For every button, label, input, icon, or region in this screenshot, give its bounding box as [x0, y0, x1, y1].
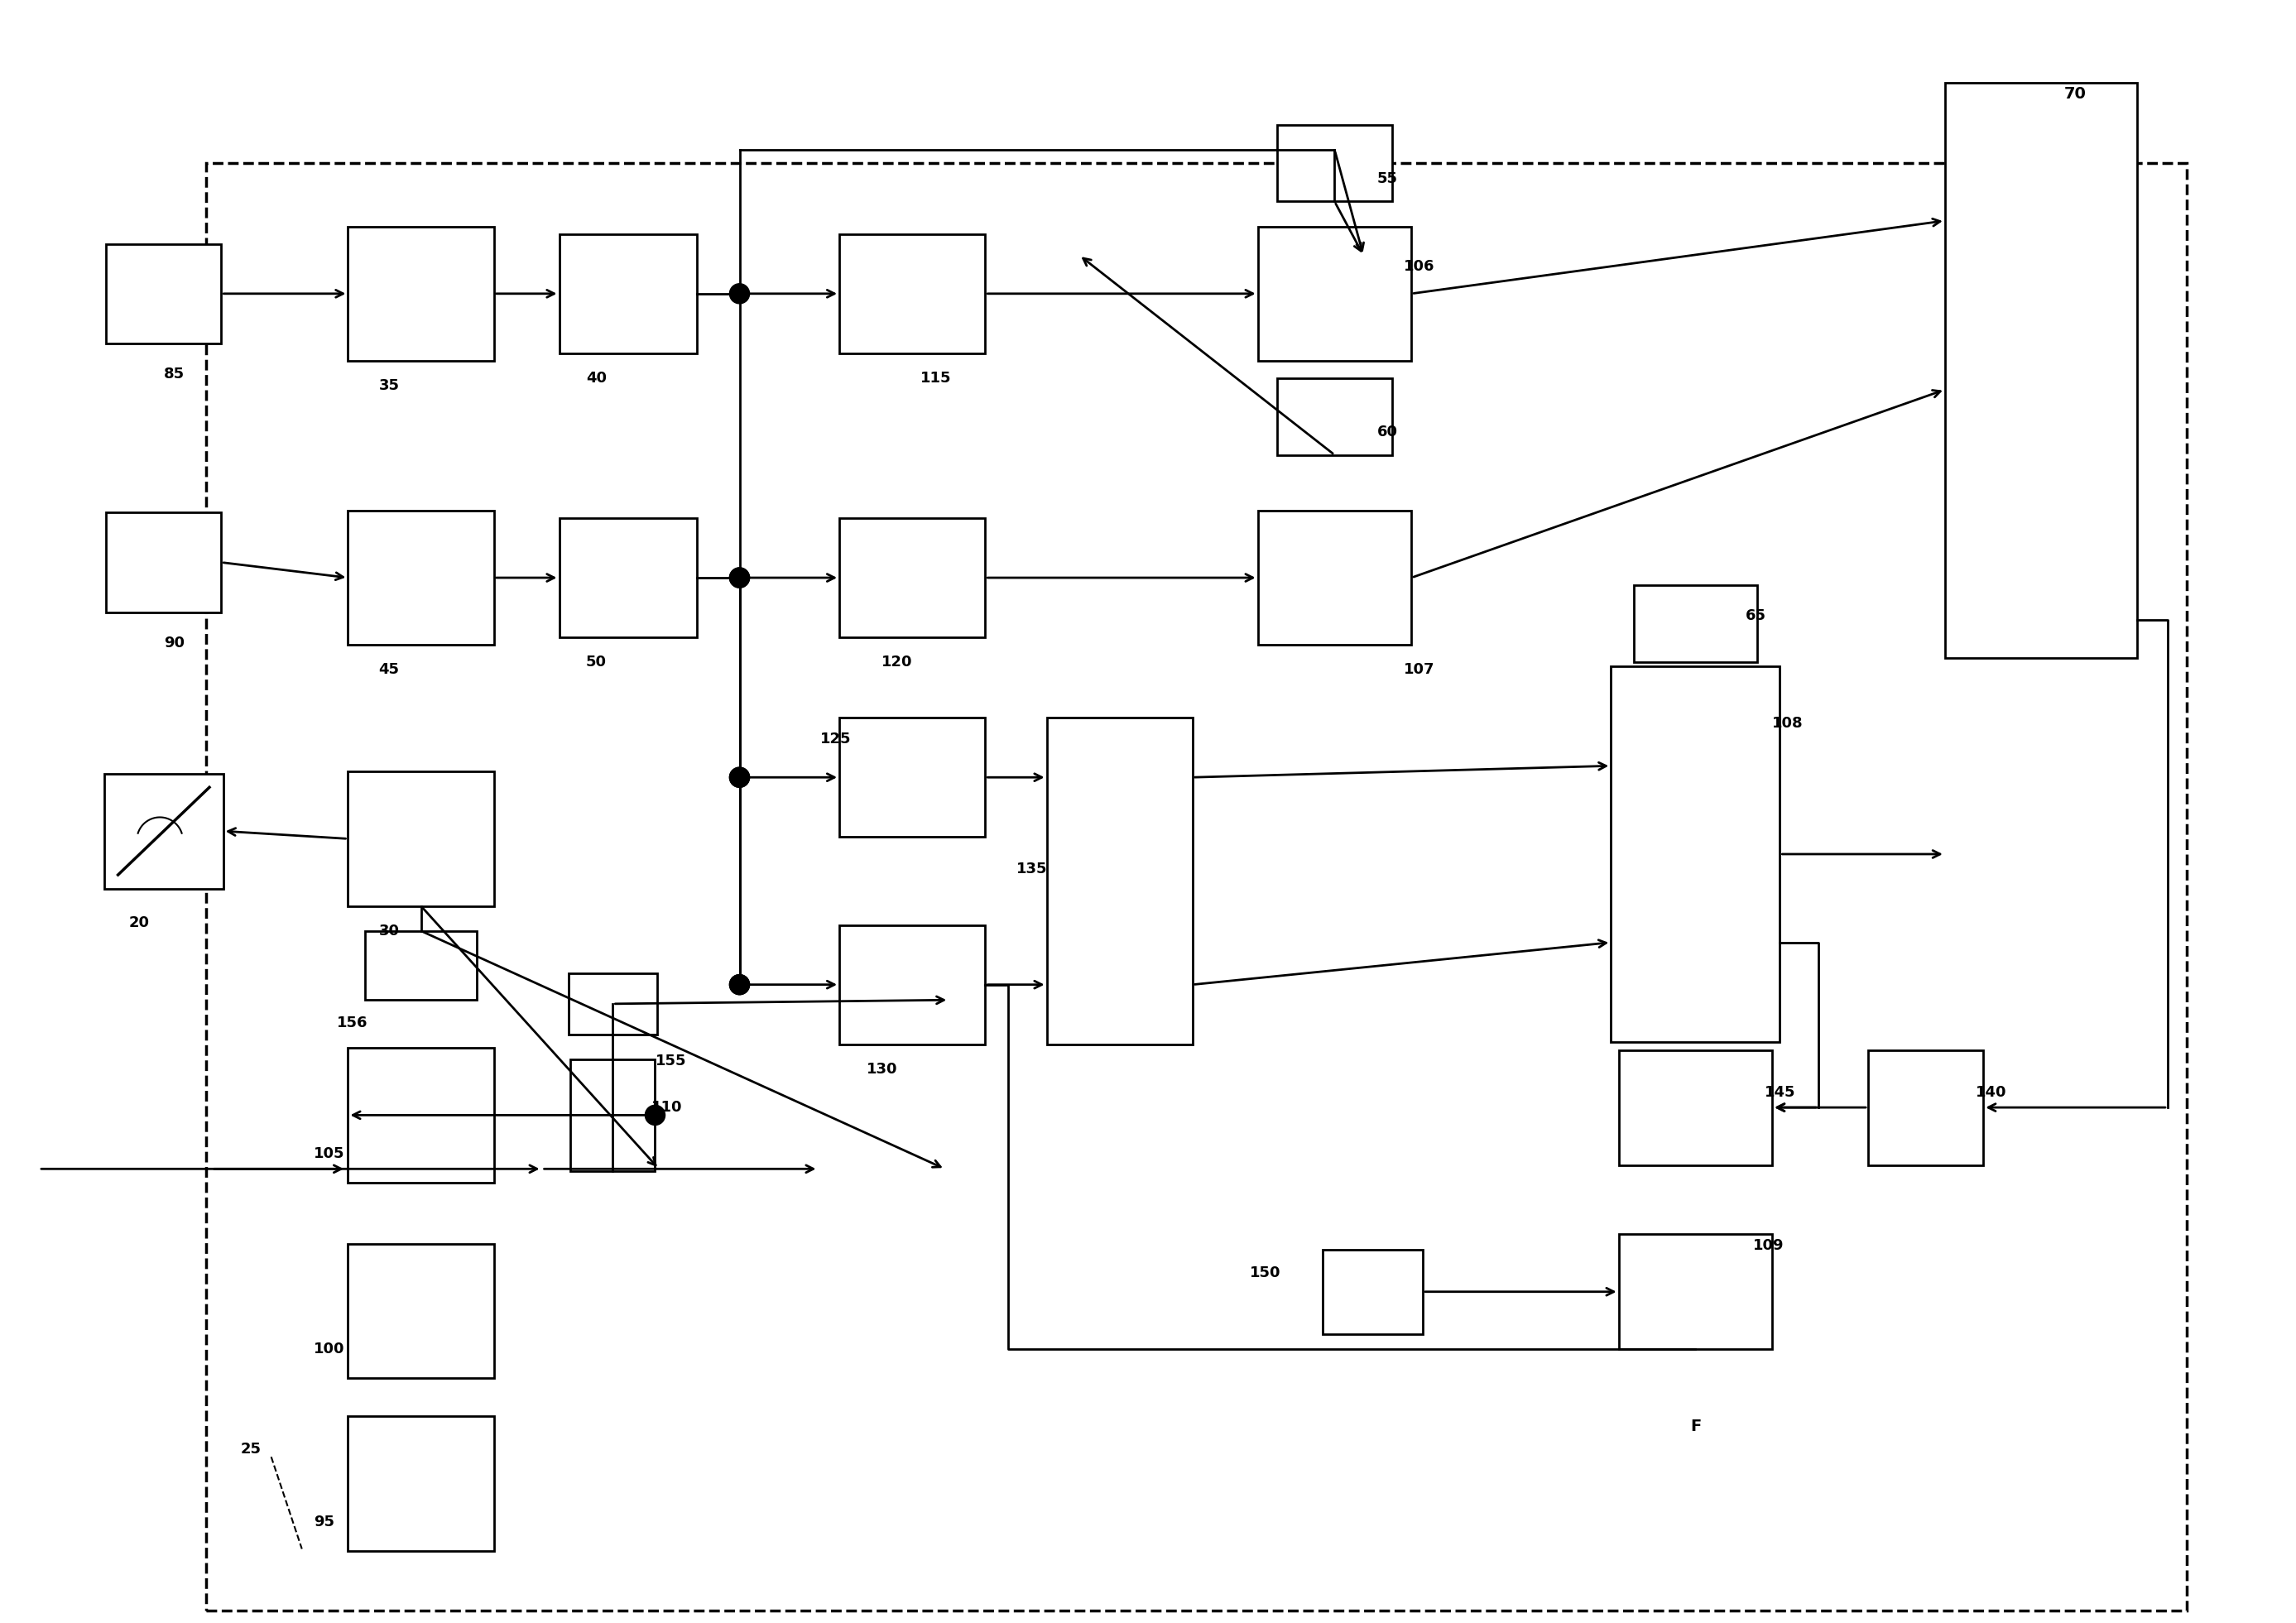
- Text: 20: 20: [129, 915, 149, 930]
- Circle shape: [730, 568, 748, 588]
- Circle shape: [730, 568, 748, 588]
- Text: 25: 25: [241, 1441, 262, 1456]
- Text: 65: 65: [1745, 609, 1766, 623]
- FancyBboxPatch shape: [1258, 511, 1412, 644]
- Circle shape: [730, 975, 748, 995]
- FancyBboxPatch shape: [1612, 665, 1779, 1042]
- FancyBboxPatch shape: [349, 1243, 494, 1378]
- Text: 90: 90: [163, 636, 184, 651]
- FancyBboxPatch shape: [1277, 125, 1391, 201]
- Text: 55: 55: [1378, 170, 1398, 187]
- FancyBboxPatch shape: [1258, 227, 1412, 360]
- Text: 125: 125: [820, 732, 852, 747]
- Text: 35: 35: [379, 378, 400, 393]
- Text: 145: 145: [1766, 1084, 1795, 1099]
- FancyBboxPatch shape: [840, 925, 985, 1044]
- FancyBboxPatch shape: [840, 234, 985, 354]
- FancyBboxPatch shape: [349, 1417, 494, 1552]
- Text: F: F: [1690, 1419, 1701, 1435]
- Text: 110: 110: [652, 1100, 682, 1115]
- Text: 30: 30: [379, 923, 400, 938]
- FancyBboxPatch shape: [103, 774, 223, 889]
- Circle shape: [645, 1105, 666, 1125]
- Text: 85: 85: [163, 367, 184, 381]
- Text: 100: 100: [315, 1342, 344, 1357]
- FancyBboxPatch shape: [349, 1048, 494, 1182]
- FancyBboxPatch shape: [1869, 1050, 1984, 1165]
- FancyBboxPatch shape: [560, 518, 698, 638]
- Text: 60: 60: [1378, 424, 1398, 440]
- Text: 107: 107: [1403, 662, 1435, 677]
- Text: 105: 105: [315, 1146, 344, 1160]
- Text: 140: 140: [1975, 1084, 2007, 1099]
- Text: 120: 120: [882, 654, 912, 670]
- Circle shape: [730, 768, 748, 787]
- FancyBboxPatch shape: [365, 932, 478, 1000]
- Text: 135: 135: [1015, 862, 1047, 876]
- Text: 50: 50: [585, 654, 606, 670]
- FancyBboxPatch shape: [560, 234, 698, 354]
- Text: 45: 45: [379, 662, 400, 677]
- Text: 108: 108: [1773, 716, 1802, 730]
- Circle shape: [730, 284, 748, 304]
- Text: 130: 130: [866, 1061, 898, 1076]
- FancyBboxPatch shape: [106, 513, 220, 612]
- Text: 95: 95: [315, 1514, 335, 1529]
- Text: 155: 155: [654, 1053, 687, 1070]
- FancyBboxPatch shape: [1277, 378, 1391, 454]
- FancyBboxPatch shape: [349, 771, 494, 906]
- FancyBboxPatch shape: [1619, 1233, 1773, 1349]
- Circle shape: [730, 768, 748, 787]
- Text: 150: 150: [1249, 1264, 1281, 1281]
- FancyBboxPatch shape: [1322, 1250, 1424, 1334]
- Text: 40: 40: [585, 370, 606, 386]
- Text: 106: 106: [1403, 260, 1435, 274]
- Text: 156: 156: [338, 1016, 367, 1031]
- Text: 70: 70: [2064, 86, 2087, 102]
- FancyBboxPatch shape: [840, 717, 985, 837]
- FancyBboxPatch shape: [1047, 717, 1192, 1044]
- FancyBboxPatch shape: [1619, 1050, 1773, 1165]
- Text: 115: 115: [921, 370, 951, 386]
- FancyBboxPatch shape: [840, 518, 985, 638]
- Text: 109: 109: [1754, 1238, 1784, 1253]
- FancyBboxPatch shape: [572, 1060, 654, 1170]
- FancyBboxPatch shape: [1635, 586, 1756, 662]
- FancyBboxPatch shape: [349, 227, 494, 360]
- FancyBboxPatch shape: [106, 243, 220, 344]
- FancyBboxPatch shape: [349, 511, 494, 644]
- FancyBboxPatch shape: [1945, 83, 2138, 659]
- FancyBboxPatch shape: [569, 974, 657, 1034]
- Circle shape: [730, 975, 748, 995]
